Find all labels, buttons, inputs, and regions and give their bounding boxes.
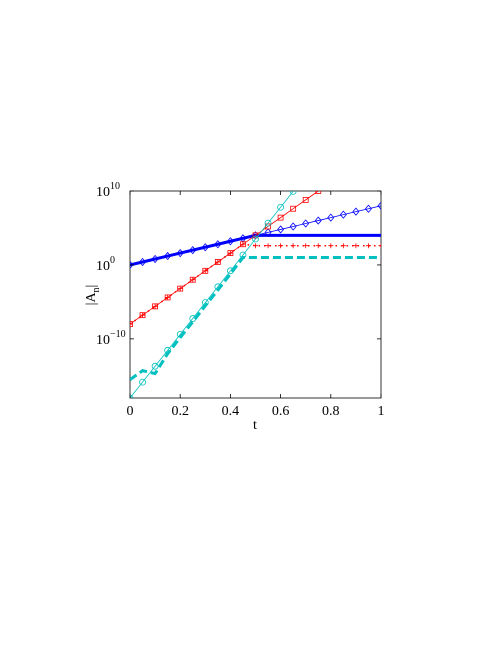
marker [352,207,360,216]
marker [302,219,310,228]
marker [278,243,284,249]
series-line [130,256,381,381]
marker [164,251,172,261]
marker [226,237,234,246]
y-tick-base: 10 [96,333,110,348]
marker [303,243,309,249]
y-tick-base: 10 [96,259,110,274]
y-label-part: | [84,285,99,288]
marker [264,228,272,237]
plot-area [130,172,381,398]
marker [290,243,296,249]
marker [130,260,134,270]
marker [315,191,322,194]
marker [353,243,359,249]
marker [277,225,285,234]
y-label-sub: n [91,287,102,292]
marker [202,267,209,274]
marker [328,243,334,249]
marker [328,180,333,185]
marker [252,235,259,243]
marker [189,315,197,322]
marker [377,201,381,210]
y-tick-exponent: 0 [110,255,115,266]
y-tick-exponent: 10 [110,181,120,192]
marker [177,285,184,292]
y-axis-label: |An| [84,285,102,306]
marker [189,276,196,283]
marker [240,241,246,248]
series-line [130,191,319,325]
marker [130,321,133,327]
marker [214,259,221,265]
x-tick-label: 1 [378,404,385,419]
y-tick-label: 10−10 [96,329,126,348]
marker [189,246,197,255]
marker [201,243,209,252]
marker [239,251,247,259]
marker [130,321,133,327]
marker [302,196,309,203]
x-axis-label: t [253,418,257,433]
y-tick-exponent: −10 [110,329,126,340]
series-line [130,191,294,398]
marker [365,243,371,249]
marker [151,254,159,264]
marker [176,248,184,258]
marker [315,243,321,249]
x-tick-label: 0.2 [171,404,189,419]
marker [226,267,234,275]
marker [176,331,184,338]
marker [277,214,284,221]
x-tick-label: 0.4 [222,404,240,419]
marker [378,243,381,249]
marker [164,346,172,354]
marker [214,240,222,249]
marker [289,191,297,195]
marker [277,203,285,211]
y-label-part: |A [84,292,99,306]
marker [290,205,297,212]
marker [265,243,271,249]
y-tick-label: 1010 [96,181,120,200]
marker [340,243,346,249]
marker [139,312,146,319]
marker [164,294,171,301]
y-tick-label: 100 [96,255,115,274]
series-line [130,233,381,267]
x-tick-label: 0.6 [272,404,290,419]
x-tick-label: 0 [127,404,134,419]
x-tick-label: 0.8 [322,404,340,419]
marker [314,216,322,225]
marker [151,362,159,370]
marker [201,299,209,307]
axes-box [129,190,382,399]
marker [303,172,309,178]
marker [364,204,372,213]
marker [152,303,159,310]
marker [139,378,146,386]
marker [289,222,297,231]
marker [139,257,147,267]
marker [214,283,222,291]
marker [327,213,335,222]
marker [264,219,272,227]
marker [253,243,258,249]
y-tick-base: 10 [96,185,110,200]
marker [339,210,347,219]
marker [227,250,234,256]
